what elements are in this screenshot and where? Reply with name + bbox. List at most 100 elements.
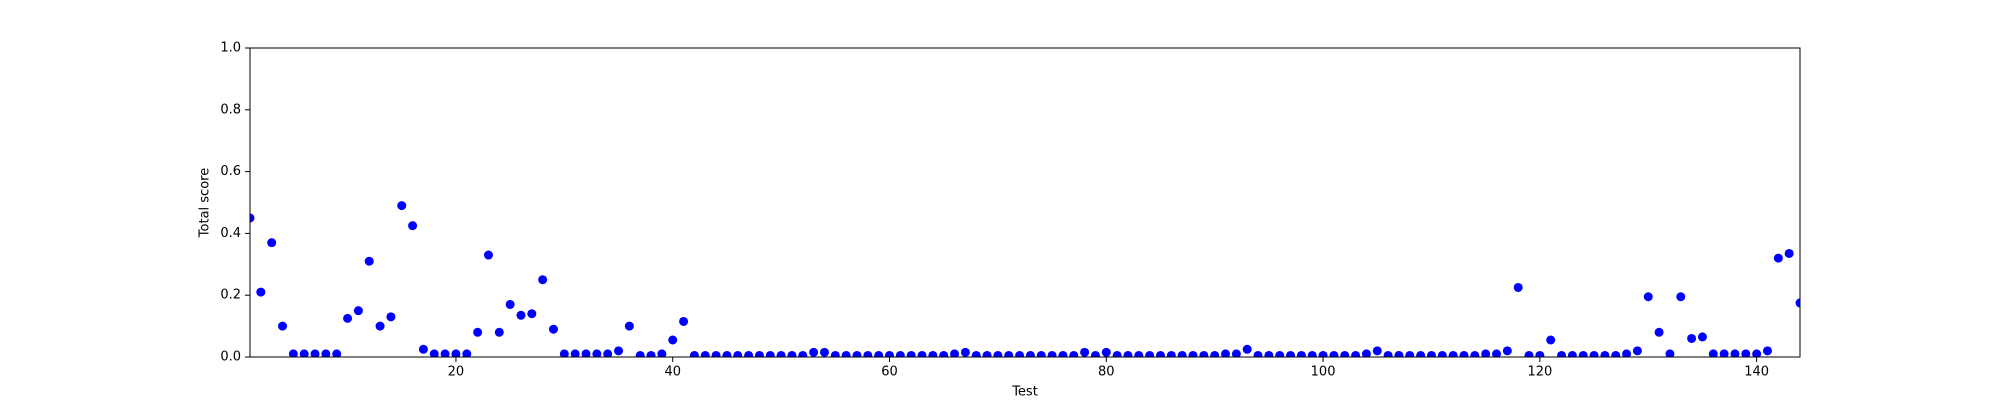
y-tick-label: 0.8 [220,102,241,117]
point [993,350,1003,357]
point [1123,350,1133,357]
point [1622,349,1632,357]
point [1253,350,1263,357]
point [614,346,624,356]
point [1231,349,1241,357]
point [1058,350,1068,357]
x-tick-label: 120 [1527,365,1552,380]
point [1199,350,1209,357]
point [1643,292,1653,302]
point [1221,349,1231,357]
point [343,313,353,323]
point [885,350,895,357]
x-tick-label: 20 [448,365,465,380]
point [1340,350,1350,357]
point [1025,350,1035,357]
point [1795,298,1800,308]
point [1437,350,1447,357]
point [1372,346,1382,356]
point [754,350,764,357]
y-axis-label: Total score [198,168,213,238]
point [635,350,645,357]
point [689,350,699,357]
point [906,350,916,357]
axes-frame [249,47,1801,358]
point [1286,350,1296,357]
point [494,327,504,337]
point [971,350,981,357]
point [1470,350,1480,357]
point [1600,350,1610,357]
point [473,327,483,337]
point [1632,346,1642,356]
point [364,256,374,266]
point [429,349,439,357]
point [1069,350,1079,357]
point [505,299,515,309]
point [418,344,428,354]
y-tick-label: 0.6 [220,164,241,179]
point [624,321,634,331]
point [1036,350,1046,357]
point [1611,350,1621,357]
point [1687,333,1697,343]
point [1567,350,1577,357]
point [1502,346,1512,356]
point [462,349,472,357]
point [939,350,949,357]
point [1416,350,1426,357]
point [950,349,960,357]
point [1318,350,1328,357]
point [1546,335,1556,345]
point [1155,350,1165,357]
point [819,347,829,357]
x-axis-label: Test [1011,385,1038,400]
point [332,349,342,357]
point [1481,349,1491,357]
point [483,250,493,260]
y-tick-label: 1.0 [220,41,241,56]
point [765,350,775,357]
point [668,335,678,345]
point [733,350,743,357]
point [722,350,732,357]
point [809,347,819,357]
point [776,350,786,357]
point [1134,350,1144,357]
point [1264,350,1274,357]
point [250,213,255,223]
point [1557,350,1567,357]
y-tick-label: 0.0 [220,350,241,365]
point [1047,350,1057,357]
point [1492,349,1502,357]
point [960,347,970,357]
point [1090,350,1100,357]
point [1524,350,1534,357]
x-tick-label: 100 [1311,365,1336,380]
point [895,350,905,357]
point [538,275,548,285]
point [1773,253,1783,263]
point [603,349,613,357]
point [1708,349,1718,357]
x-tick-label: 40 [664,365,681,380]
point [646,350,656,357]
point [516,310,526,320]
point [830,350,840,357]
point [1654,327,1664,337]
point [299,349,309,357]
point [1513,282,1523,292]
point [798,350,808,357]
point [267,238,277,248]
point [657,349,667,357]
point [1210,350,1220,357]
point [1242,344,1252,354]
point [711,350,721,357]
point [408,221,418,231]
point [874,350,884,357]
point [1351,350,1361,357]
point [744,350,754,357]
point [581,349,591,357]
point [375,321,385,331]
